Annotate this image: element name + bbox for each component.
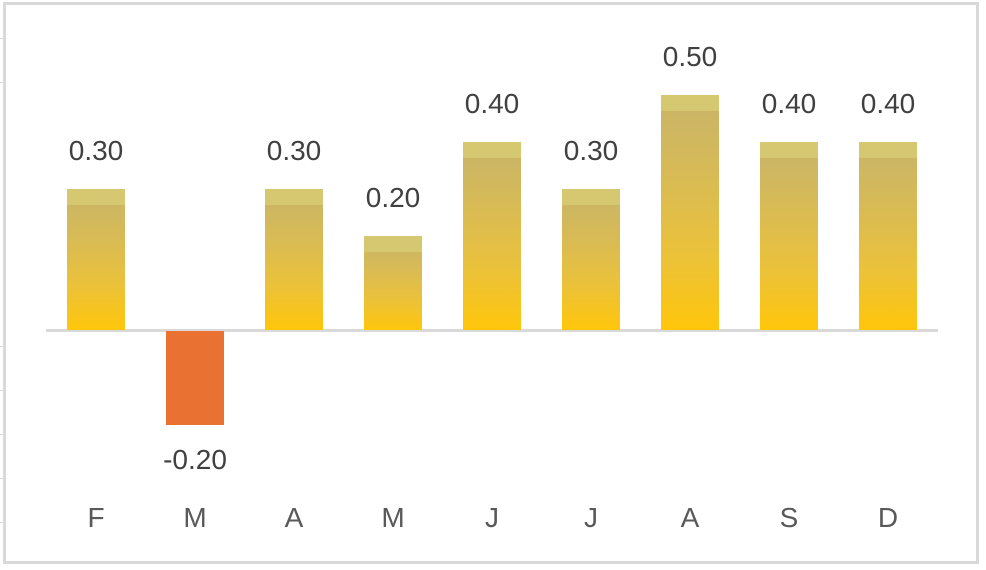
data-label: 0.30	[266, 135, 322, 166]
data-label: 0.20	[365, 182, 421, 213]
category-label: S	[779, 502, 799, 533]
zero-axis-line	[46, 329, 938, 332]
data-label: 0.30	[68, 135, 124, 166]
bar-highlight	[67, 189, 125, 205]
bar-d-8[interactable]	[859, 142, 917, 330]
bar-m-1[interactable]	[166, 331, 224, 425]
bar-highlight	[562, 189, 620, 205]
category-label: J	[584, 502, 598, 533]
bar-highlight	[463, 142, 521, 158]
data-label: -0.20	[163, 444, 227, 475]
bar-s-7[interactable]	[760, 142, 818, 330]
bar-m-3[interactable]	[364, 236, 422, 330]
bar-highlight	[760, 142, 818, 158]
bar-highlight	[265, 189, 323, 205]
category-label: A	[284, 502, 304, 533]
bar-j-4[interactable]	[463, 142, 521, 330]
data-label: 0.40	[860, 88, 916, 119]
bar-highlight	[661, 95, 719, 111]
bar-a-2[interactable]	[265, 189, 323, 330]
bar-f-0[interactable]	[67, 189, 125, 330]
data-label: 0.40	[464, 88, 520, 119]
bar-highlight	[364, 236, 422, 252]
category-label: D	[877, 502, 899, 533]
category-label: F	[87, 502, 105, 533]
bar-a-6[interactable]	[661, 95, 719, 330]
bar-j-5[interactable]	[562, 189, 620, 330]
data-label: 0.50	[662, 41, 718, 72]
bar-highlight	[859, 142, 917, 158]
category-label: M	[183, 502, 207, 533]
category-label: A	[680, 502, 700, 533]
data-label: 0.30	[563, 135, 619, 166]
category-label: J	[485, 502, 499, 533]
data-label: 0.40	[761, 88, 817, 119]
category-label: M	[381, 502, 405, 533]
